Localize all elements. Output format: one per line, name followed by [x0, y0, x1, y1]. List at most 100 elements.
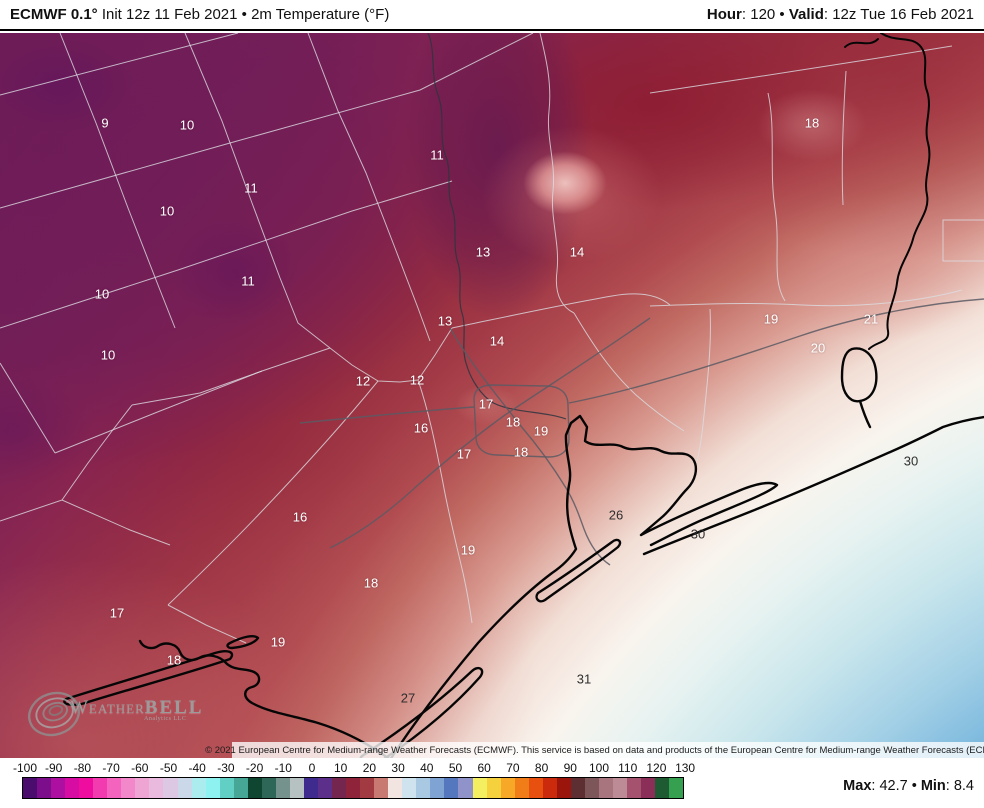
colorbar-segment — [430, 778, 445, 798]
valid-time-info: Hour: 120 • Valid: 12z Tue 16 Feb 2021 — [707, 6, 974, 23]
colorbar-segment — [332, 778, 347, 798]
colorbar-segment — [261, 778, 276, 798]
colorbar-tick-labels: -100 -90 -80 -70 -60 -50 -40 -30 -20 -10 0 10 20 30 40… — [0, 761, 984, 775]
colorbar-segment — [233, 778, 248, 798]
colorbar-tick-label: 20 — [362, 761, 377, 775]
max-min-readout: Max: 42.7 • Min: 8.4 — [843, 778, 974, 794]
colorbar-tick-label: 70 — [506, 761, 520, 775]
init-info: Init 12z 11 Feb 2021 • 2m Temperature (°… — [97, 6, 390, 23]
colorbar-segment — [500, 778, 515, 798]
temp-value-label: 18 — [513, 444, 529, 460]
temp-value-label: 19 — [270, 634, 286, 650]
colorbar-tick-label: 40 — [420, 761, 434, 775]
temp-value-label: 16 — [292, 509, 308, 525]
temperature-colorbar — [22, 777, 684, 799]
colorbar-segment — [402, 778, 417, 798]
colorbar-segment — [51, 778, 66, 798]
colorbar-segment — [374, 778, 389, 798]
colorbar-segment — [486, 778, 501, 798]
colorbar-tick-label: 50 — [448, 761, 463, 775]
matagorda-mainland-coast — [138, 639, 390, 758]
temp-value-label: 9 — [101, 115, 109, 131]
colorbar-tick-label: 10 — [334, 761, 348, 775]
interstate-10-east — [568, 298, 984, 404]
temp-value-label: 17 — [478, 396, 494, 412]
logo-subtitle: Analytics LLC — [144, 716, 187, 722]
galveston-island — [535, 538, 622, 603]
colorbar-segment — [655, 778, 670, 798]
title-bar: ECMWF 0.1° Init 12z 11 Feb 2021 • 2m Tem… — [0, 0, 984, 31]
colorbar-segment — [79, 778, 94, 798]
logo-bell-text: BELL — [144, 697, 204, 718]
temp-value-label: 30 — [903, 453, 919, 469]
colorbar-segment — [93, 778, 108, 798]
mainland-coast — [389, 414, 779, 758]
colorbar-segment — [669, 778, 684, 798]
neches-river — [868, 33, 931, 350]
coastline — [63, 33, 984, 758]
temp-value-label: 13 — [437, 313, 453, 329]
colorbar-segment — [177, 778, 192, 798]
temp-value-label: 30 — [690, 526, 706, 542]
matagorda-barrier-island — [63, 650, 234, 707]
temp-value-label: 17 — [109, 605, 125, 621]
colorbar-segment — [191, 778, 206, 798]
highway-59 — [329, 317, 651, 549]
colorbar-segment — [219, 778, 234, 798]
colorbar-tick-label: 80 — [534, 761, 549, 775]
colorbar-tick-label: 120 — [646, 761, 667, 775]
min-label: Min — [920, 778, 946, 794]
model-name: ECMWF 0.1° — [10, 6, 98, 23]
colorbar-segment — [584, 778, 599, 798]
temp-value-label: 11 — [430, 147, 444, 163]
colorbar-segment — [360, 778, 375, 798]
colorbar-segment — [317, 778, 333, 798]
colorbar-segment — [612, 778, 628, 798]
colorbar-tick-label: 30 — [391, 761, 405, 775]
map-geography-overlay — [0, 33, 984, 758]
colorbar-tick-label: -20 — [245, 761, 264, 775]
weatherbell-logo: WeatherBELL Analytics LLC — [26, 684, 236, 746]
outer-barrier-spit — [359, 666, 484, 758]
temp-value-label: 12 — [409, 372, 425, 388]
colorbar-segment — [416, 778, 431, 798]
weatherbell-wordmark: WeatherBELL — [70, 698, 203, 717]
copyright-notice: © 2021 European Centre for Medium-range … — [205, 742, 984, 758]
temp-value-label: 19 — [533, 423, 549, 439]
colorbar-tick-label: -50 — [159, 761, 178, 775]
temp-value-label: 18 — [804, 115, 820, 131]
temp-value-label: 27 — [400, 690, 416, 706]
max-value: : 42.7 • — [871, 778, 921, 794]
temp-value-label: 11 — [244, 180, 258, 196]
colorbar-segment — [23, 778, 38, 798]
colorbar-segment — [135, 778, 150, 798]
beltway-loop — [473, 384, 570, 458]
temp-value-label: 26 — [608, 507, 624, 523]
colorbar-tick-label: 90 — [563, 761, 577, 775]
hour-value: : 120 • — [741, 6, 789, 23]
sabine-lake — [840, 347, 878, 403]
temp-value-label: 11 — [241, 273, 255, 289]
temp-value-label: 19 — [460, 542, 476, 558]
model-run-title: ECMWF 0.1° Init 12z 11 Feb 2021 • 2m Tem… — [10, 6, 389, 23]
colorbar-segment — [107, 778, 122, 798]
temp-value-label: 10 — [179, 117, 195, 133]
colorbar-segment — [121, 778, 136, 798]
colorbar-segment — [444, 778, 459, 798]
interstate-45 — [449, 327, 611, 566]
temp-value-label: 19 — [763, 311, 779, 327]
temperature-map-canvas: 9 10 11 10 11 18 13 14 11 10 10 13 14 19 21 20 12 12 17 16 1… — [0, 33, 984, 758]
weatherbell-swirl-icon — [28, 691, 80, 737]
colorbar-segment — [247, 778, 262, 798]
colorbar-tick-label: -10 — [274, 761, 292, 775]
colorbar-tick-label: 110 — [618, 761, 638, 775]
colorbar-tick-label: -60 — [131, 761, 149, 775]
county-borders — [0, 33, 984, 644]
temp-value-label: 10 — [94, 286, 110, 302]
colorbar-segment — [556, 778, 571, 798]
colorbar-segment — [303, 778, 318, 798]
min-value: : 8.4 — [945, 778, 974, 794]
interstate-10-west — [299, 406, 475, 424]
colorbar-segment — [627, 778, 642, 798]
colorbar-tick-label: -30 — [217, 761, 235, 775]
